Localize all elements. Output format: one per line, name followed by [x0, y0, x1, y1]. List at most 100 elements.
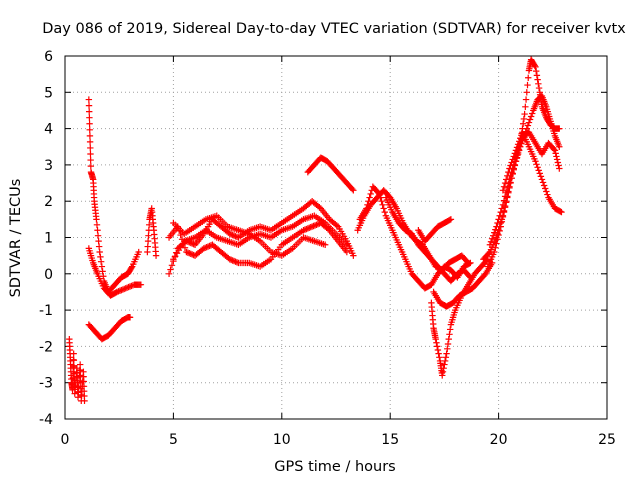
data-point — [509, 156, 516, 163]
data-point — [444, 340, 452, 348]
series-mid-d — [170, 212, 329, 259]
data-point — [228, 256, 235, 264]
data-point — [435, 350, 442, 357]
data-point — [550, 145, 558, 153]
data-point — [554, 159, 562, 166]
data-point — [87, 150, 94, 158]
x-tick-label: 10 — [273, 432, 291, 448]
data-point — [502, 188, 510, 196]
data-point — [128, 282, 135, 290]
data-point — [532, 158, 539, 165]
data-point — [376, 190, 383, 198]
data-point — [498, 205, 506, 212]
data-point — [86, 114, 93, 121]
x-tick-label: 15 — [381, 432, 399, 448]
data-point — [99, 268, 106, 275]
data-point — [504, 184, 511, 192]
data-point — [526, 116, 534, 123]
data-point — [350, 252, 357, 259]
data-point — [542, 185, 549, 192]
chart-title: Day 086 of 2019, Sidereal Day-to-day VTE… — [42, 21, 626, 37]
data-point — [308, 223, 316, 230]
data-point — [511, 150, 519, 157]
data-point — [118, 286, 125, 294]
data-point — [76, 372, 83, 379]
data-point — [531, 62, 538, 69]
y-tick-label: 5 — [44, 85, 53, 101]
data-point — [121, 285, 128, 293]
data-point — [135, 248, 142, 256]
data-point — [557, 208, 564, 215]
data-point — [306, 224, 313, 232]
data-point — [128, 264, 135, 271]
data-point — [95, 237, 102, 245]
data-point — [86, 126, 93, 134]
data-point — [115, 288, 122, 295]
data-point — [93, 216, 100, 223]
data-point — [123, 284, 131, 291]
data-point — [507, 162, 514, 169]
data-point — [555, 162, 562, 169]
data-point — [85, 102, 93, 109]
data-point — [113, 288, 121, 296]
data-point — [502, 176, 510, 183]
data-point — [187, 250, 194, 258]
data-point — [493, 240, 500, 247]
data-point — [76, 361, 84, 368]
data-point — [70, 357, 78, 364]
data-point — [536, 170, 543, 177]
data-point — [467, 259, 474, 267]
data-point — [364, 201, 371, 209]
series-late-c — [382, 194, 474, 285]
data-point — [343, 248, 351, 256]
data-point — [539, 179, 547, 186]
y-tick-label: 3 — [44, 158, 53, 174]
data-point — [505, 168, 512, 176]
data-point — [190, 240, 197, 248]
data-point — [499, 187, 507, 194]
data-point — [441, 361, 448, 368]
data-point — [122, 285, 129, 292]
series-dip-17b — [430, 259, 496, 310]
data-point — [167, 266, 174, 273]
data-point — [183, 248, 190, 256]
series-late-d — [415, 216, 455, 245]
data-point — [126, 283, 134, 290]
data-point — [432, 335, 439, 343]
data-point — [514, 141, 522, 148]
series-late-a — [354, 187, 472, 274]
data-point — [87, 156, 94, 164]
data-point — [537, 173, 545, 180]
data-point — [229, 231, 236, 239]
data-point — [538, 176, 546, 183]
y-tick-label: -1 — [39, 303, 53, 319]
data-point — [201, 244, 209, 251]
data-point — [96, 248, 103, 256]
data-point — [144, 248, 151, 256]
data-point — [300, 227, 307, 234]
data-point — [301, 226, 309, 233]
data-point — [508, 159, 515, 166]
data-point — [93, 221, 101, 228]
x-axis-label: GPS time / hours — [274, 459, 395, 475]
y-tick-label: 4 — [44, 122, 53, 138]
x-tick-label: 5 — [169, 432, 178, 448]
data-point — [487, 238, 495, 245]
data-point — [501, 179, 509, 187]
data-point — [97, 253, 104, 261]
data-point — [512, 147, 520, 154]
data-point — [87, 162, 95, 170]
data-point — [307, 224, 314, 231]
series-rise-20b — [484, 92, 563, 270]
data-point — [233, 233, 241, 241]
data-point — [493, 223, 500, 230]
data-point — [144, 243, 151, 250]
data-point — [501, 193, 509, 200]
y-tick-label: 6 — [44, 49, 53, 65]
data-point — [207, 242, 215, 249]
y-tick-label: 1 — [44, 231, 53, 247]
data-point — [533, 72, 541, 79]
data-point — [553, 153, 560, 160]
data-point — [310, 222, 317, 230]
